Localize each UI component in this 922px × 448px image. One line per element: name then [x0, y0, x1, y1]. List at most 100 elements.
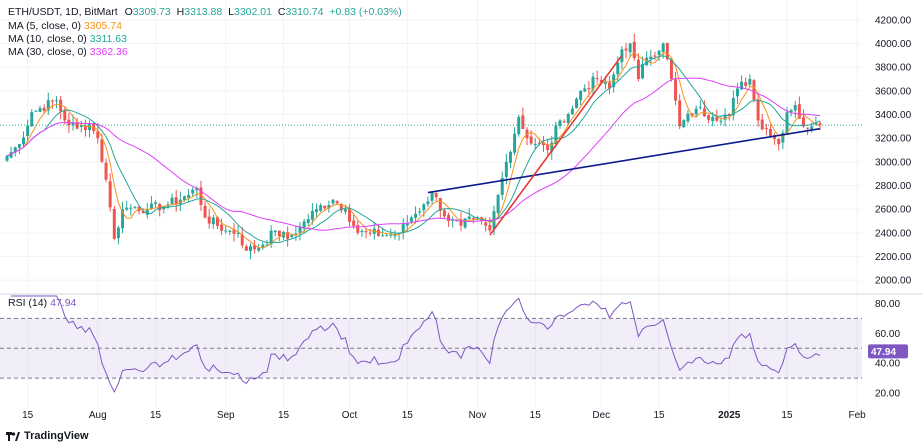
candle-body [385, 235, 389, 237]
rsi-tick-label: 60.00 [875, 329, 900, 340]
ma30-legend[interactable]: MA (30, close, 0) 3362.36 [8, 46, 128, 59]
rsi-guide-lines [0, 317, 862, 379]
candle-body [376, 229, 380, 236]
candle-body [215, 217, 219, 226]
candle-body [632, 41, 636, 59]
ma5-legend[interactable]: MA (5, close, 0) 3305.74 [8, 20, 122, 33]
candle-body [484, 222, 488, 226]
ma5-label: MA (5, close, 0) [8, 20, 81, 32]
price-axis[interactable]: 4200.00 4000.00 3800.00 3600.00 3400.00 3200.… [875, 15, 912, 286]
price-tick-label: 3800.00 [875, 63, 912, 74]
candle-body [327, 205, 331, 209]
candle-body [426, 201, 430, 205]
ma5-value: 3305.74 [83, 20, 122, 32]
tradingview-logo[interactable]: TradingView [6, 430, 89, 442]
candle-body [570, 108, 574, 115]
price-tick-label: 2000.00 [875, 276, 912, 287]
time-axis[interactable]: 15 Aug 15 Sep 15 Oct 15 Nov 15 Dec 15 2025 15 Feb [22, 410, 866, 421]
candle-body [475, 217, 479, 219]
candle-body [447, 214, 451, 221]
ma10-value: 3311.63 [89, 33, 127, 45]
open-value: 3309.73 [132, 6, 171, 18]
symbol-legend[interactable]: ETH/USDT, 1D, BitMart O3309.73 H3313.88 … [8, 6, 402, 19]
candle-body [323, 205, 327, 209]
candle-body [17, 144, 21, 148]
candle-body [9, 152, 13, 158]
candle-body [199, 187, 203, 205]
candle-body [566, 114, 570, 123]
time-tick-label: 15 [22, 410, 34, 421]
candle-body [92, 123, 96, 132]
candle-body [711, 116, 715, 122]
candle-body [740, 81, 744, 90]
rsi-axis[interactable]: 80.00 60.00 40.00 20.00 47.94 [868, 299, 908, 400]
candle-body [797, 104, 801, 119]
time-tick-label: 15 [781, 410, 793, 421]
price-tick-label: 2800.00 [875, 181, 912, 192]
moving-averages [6, 52, 821, 249]
ma30-line [6, 77, 821, 231]
candle-body [731, 97, 735, 116]
candle-body [636, 59, 640, 79]
candle-body [46, 100, 50, 111]
candle-body [744, 82, 748, 86]
candle-body [558, 120, 562, 126]
candle-body [302, 221, 306, 229]
candle-body [240, 234, 244, 246]
candle-body [257, 247, 261, 251]
candle-body [71, 122, 75, 126]
candle-body [451, 219, 455, 221]
candle-body [521, 115, 525, 130]
candle-body [116, 227, 120, 239]
candle-body [339, 203, 343, 211]
candle-body [653, 55, 657, 57]
price-tick-label: 2400.00 [875, 228, 912, 239]
candle-body [698, 107, 702, 109]
candle-body [723, 114, 727, 120]
candle-body [310, 210, 314, 220]
price-tick-label: 3200.00 [875, 134, 912, 145]
candle-body [645, 57, 649, 66]
candle-body [273, 230, 277, 233]
candle-body [59, 99, 63, 112]
rsi-legend[interactable]: RSI (14) 47.94 [8, 297, 76, 310]
candle-body [191, 189, 195, 194]
time-tick-label: Oct [342, 410, 358, 421]
candle-body [79, 125, 83, 128]
candle-body [158, 203, 162, 211]
blue-trendline[interactable] [427, 127, 821, 194]
ma5-line [6, 52, 821, 249]
ma10-legend[interactable]: MA (10, close, 0) 3311.63 [8, 33, 127, 46]
candle-body [405, 223, 409, 226]
candle-body [508, 151, 512, 163]
price-tick-label: 3600.00 [875, 86, 912, 97]
candle-body [583, 88, 587, 92]
candle-body [343, 209, 347, 212]
candle-body [133, 206, 137, 208]
red-trendline[interactable] [489, 54, 623, 236]
candle-body [752, 80, 756, 100]
candle-body [104, 162, 108, 180]
time-tick-label: 15 [150, 410, 162, 421]
candle-body [674, 79, 678, 101]
price-tick-label: 2600.00 [875, 205, 912, 216]
close-label: C [277, 6, 286, 18]
candle-body [315, 209, 319, 213]
candle-body [735, 88, 739, 97]
candle-body [154, 202, 158, 204]
ma30-value: 3362.36 [89, 46, 128, 58]
candle-body [500, 177, 504, 195]
candle-body [467, 216, 471, 220]
candle-body [657, 50, 661, 56]
rsi-line [11, 295, 821, 394]
candle-body [802, 117, 805, 127]
candle-body [546, 144, 550, 150]
candle-body [368, 232, 372, 234]
time-tick-label: Sep [217, 410, 235, 421]
candle-body [694, 108, 698, 115]
symbol-title: ETH/USDT, 1D, BitMart [8, 6, 118, 18]
candle-body [818, 123, 822, 126]
candle-body [331, 199, 335, 204]
candle-body [203, 205, 207, 218]
candle-body [125, 207, 129, 210]
